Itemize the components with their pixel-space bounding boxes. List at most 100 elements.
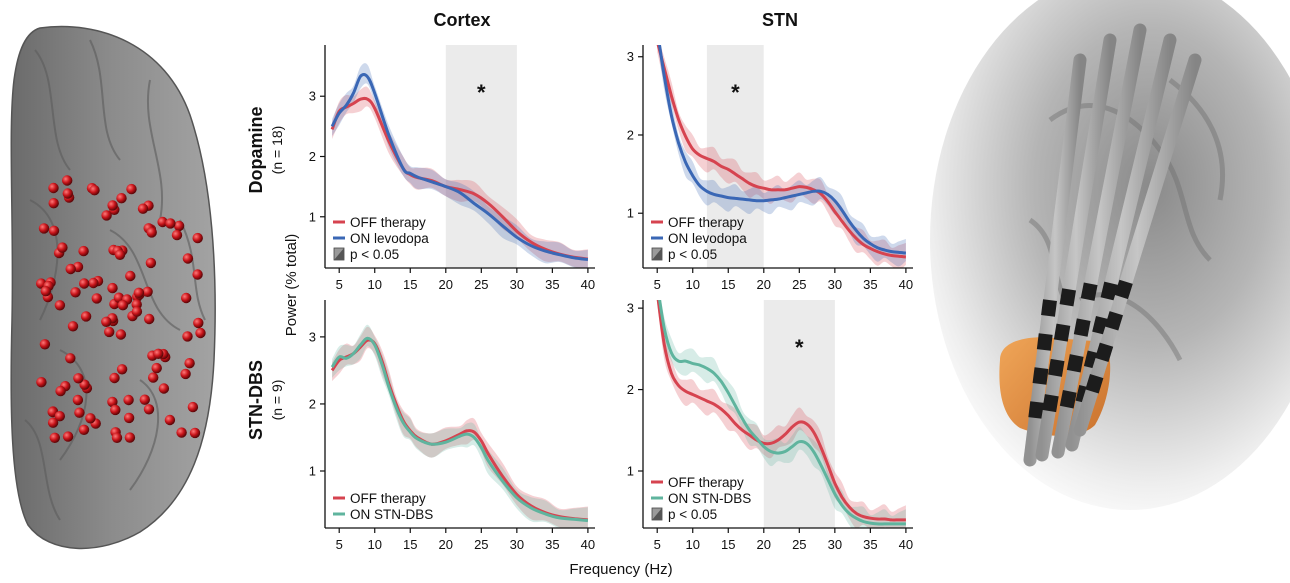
y-axis-title: Power (% total)	[283, 234, 300, 337]
legend-swatch-shade	[652, 248, 662, 260]
legend-label: p < 0.05	[668, 247, 717, 262]
electrode-contact	[124, 432, 136, 443]
y-tick-label: 2	[309, 396, 316, 411]
lead-contact	[1059, 390, 1077, 409]
series-line-on	[658, 300, 906, 526]
ci-ribbon-on	[332, 324, 588, 528]
electrode-contact	[62, 431, 74, 442]
legend-swatch-shade	[334, 248, 344, 260]
row-sub-dopamine: (n = 18)	[269, 126, 285, 175]
x-tick-label: 15	[721, 277, 735, 292]
series-line-on	[330, 336, 589, 523]
series-line-off	[656, 300, 906, 522]
electrode-contact	[192, 269, 203, 280]
x-tick-label: 35	[863, 537, 877, 552]
x-tick-label: 20	[439, 277, 453, 292]
legend-label: p < 0.05	[350, 247, 399, 262]
electrode-contact	[54, 300, 66, 311]
significance-band	[763, 300, 835, 528]
electrode-contact	[67, 321, 79, 332]
lead-contact	[1083, 350, 1102, 370]
electrode-contact	[193, 317, 204, 329]
x-tick-label: 15	[403, 277, 417, 292]
legend-label: OFF therapy	[668, 215, 744, 230]
electrode-contact	[123, 394, 134, 406]
electrode-contact	[192, 232, 203, 244]
electrode-contacts	[36, 175, 206, 443]
electrode-contact	[148, 372, 159, 383]
y-tick-label: 3	[627, 301, 634, 316]
electrode-contact	[173, 220, 185, 232]
electrode-contact	[65, 263, 76, 275]
lead-contact	[1053, 323, 1071, 342]
electrode-contact	[151, 362, 162, 374]
lead-contact	[1104, 311, 1123, 331]
x-tick-label: 30	[510, 277, 524, 292]
x-axis-title: Frequency (Hz)	[569, 561, 672, 578]
electrode-contact	[111, 432, 123, 443]
electrode-contact	[48, 225, 60, 236]
electrode-contact	[70, 287, 81, 298]
electrode-contact	[126, 183, 137, 195]
series-line-off	[656, 45, 907, 259]
x-tick-label: 40	[899, 277, 913, 292]
lead-contact	[1073, 318, 1091, 337]
electrode-contact	[116, 193, 127, 204]
x-tick-label: 25	[792, 277, 806, 292]
x-tick-label: 5	[654, 537, 661, 552]
electrode-contact	[48, 198, 59, 209]
legend-label: ON STN-DBS	[350, 507, 433, 522]
legend-label: p < 0.05	[668, 507, 717, 522]
y-tick-label: 1	[309, 209, 316, 224]
electrode-contact	[62, 188, 73, 199]
y-tick-label: 3	[309, 89, 316, 104]
electrode-contact	[182, 253, 194, 264]
electrode-contact	[171, 229, 183, 241]
x-tick-label: 20	[439, 537, 453, 552]
electrode-contact	[158, 383, 170, 394]
electrode-contact	[164, 414, 176, 426]
y-tick-label: 2	[627, 382, 634, 397]
x-tick-label: 15	[721, 537, 735, 552]
x-tick-label: 35	[863, 277, 877, 292]
x-tick-label: 25	[474, 277, 488, 292]
y-tick-label: 3	[309, 329, 316, 344]
x-tick-label: 40	[899, 537, 913, 552]
x-tick-label: 5	[336, 277, 343, 292]
lead-contact	[1100, 281, 1118, 301]
legend-label: OFF therapy	[668, 475, 744, 490]
x-tick-label: 5	[336, 537, 343, 552]
ci-ribbon-off	[332, 86, 588, 268]
legend-label: OFF therapy	[350, 491, 426, 506]
electrode-contact	[55, 385, 66, 397]
electrode-contact	[79, 379, 90, 390]
x-tick-label: 5	[654, 277, 661, 292]
electrode-contact	[117, 300, 129, 311]
legend-label: ON levodopa	[668, 231, 747, 246]
electrode-contact	[184, 358, 195, 369]
dbs-leads	[1023, 23, 1202, 467]
y-tick-label: 3	[627, 49, 634, 64]
electrode-contact	[39, 339, 51, 350]
lead-contact	[1028, 401, 1045, 419]
electrode-contact	[180, 368, 191, 380]
electrode-contact	[73, 373, 84, 384]
x-tick-label: 10	[368, 537, 382, 552]
electrode-contact	[165, 218, 176, 229]
electrode-contact	[133, 287, 145, 298]
electrode-contact	[131, 306, 143, 317]
electrode-contact	[91, 293, 103, 304]
x-tick-label: 10	[686, 277, 700, 292]
lead-contact	[1048, 358, 1065, 377]
electrode-contact	[104, 326, 115, 338]
electrode-contact	[65, 353, 76, 364]
x-tick-label: 25	[792, 537, 806, 552]
electrode-contact	[88, 277, 99, 289]
x-tick-label: 20	[757, 277, 771, 292]
electrode-contact	[195, 327, 206, 339]
row-title-dopamine: Dopamine	[246, 106, 266, 193]
row-title-dbs: STN-DBS	[246, 360, 266, 440]
electrode-contact	[110, 404, 121, 416]
